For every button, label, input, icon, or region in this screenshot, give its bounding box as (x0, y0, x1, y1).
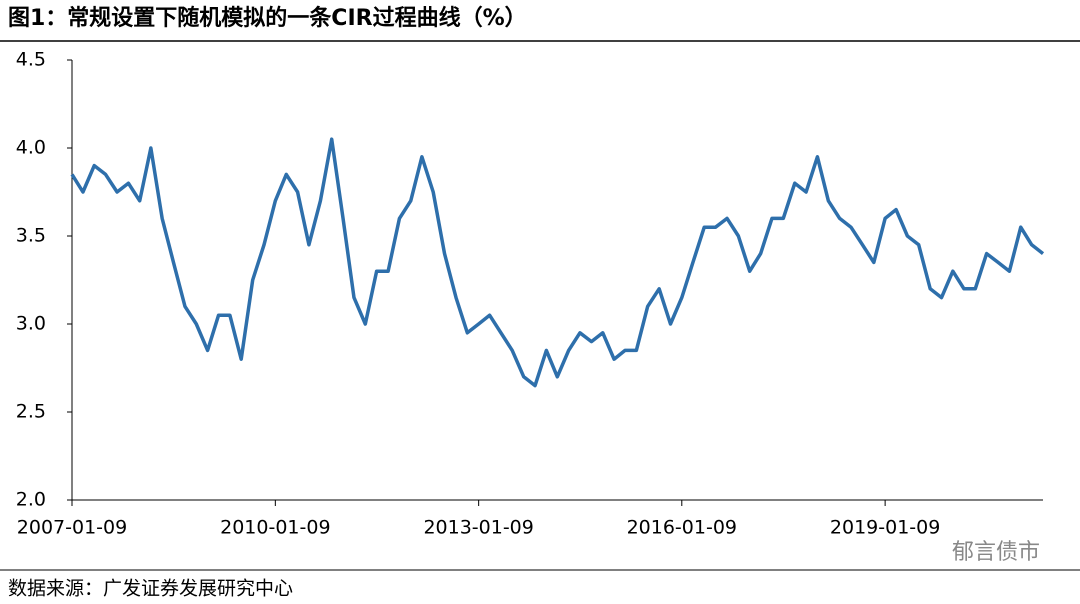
x-tick-label: 2016-01-09 (627, 517, 737, 539)
x-tick-label: 2019-01-09 (830, 517, 940, 539)
data-line (70, 137, 1045, 388)
x-tick-label: 2007-01-09 (17, 517, 127, 539)
x-tick-label: 2010-01-09 (220, 517, 330, 539)
y-tick-label: 3.0 (16, 313, 46, 335)
y-tick-label: 3.5 (16, 225, 46, 247)
y-tick-label: 4.5 (16, 49, 46, 71)
watermark: 郁言债市 (952, 540, 1040, 565)
y-tick-label: 2.5 (16, 401, 46, 423)
chart-title: 图1：常规设置下随机模拟的一条CIR过程曲线（%） (8, 5, 527, 31)
source-note: 数据来源：广发证券发展研究中心 (8, 578, 293, 600)
y-tick-label: 4.0 (16, 137, 46, 159)
y-tick-label: 2.0 (16, 489, 46, 511)
x-tick-label: 2013-01-09 (423, 517, 533, 539)
